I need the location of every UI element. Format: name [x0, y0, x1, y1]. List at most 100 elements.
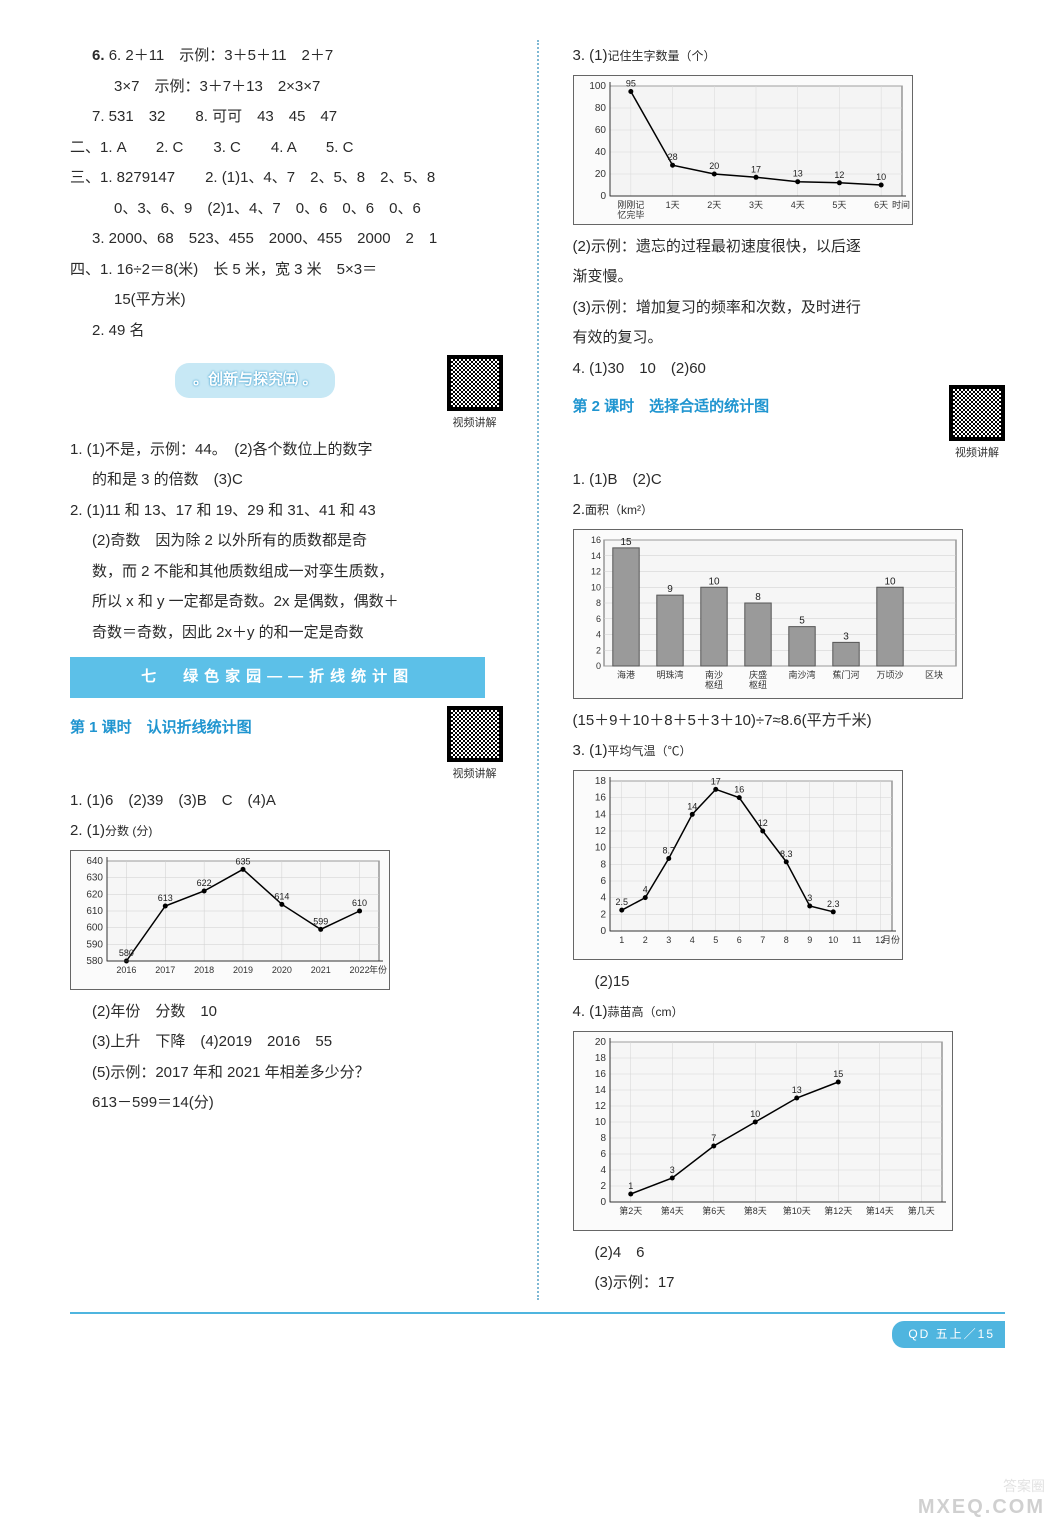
svg-text:第10天: 第10天 — [782, 1205, 810, 1216]
text: (15＋9＋10＋8＋5＋3＋10)÷7≈8.6(平方千米) — [573, 707, 1006, 736]
svg-text:599: 599 — [313, 916, 328, 926]
svg-text:630: 630 — [86, 872, 103, 883]
svg-text:海港: 海港 — [616, 669, 634, 680]
text: 1. (1)B (2)C — [573, 466, 1006, 495]
label: 3. (1) — [573, 742, 608, 759]
svg-text:第几天: 第几天 — [907, 1205, 934, 1216]
svg-text:4: 4 — [689, 935, 694, 945]
svg-text:8: 8 — [783, 935, 788, 945]
text: 4. (1)蒜苗高（cm） — [573, 998, 1006, 1027]
qr-block: 视频讲解 — [447, 706, 503, 785]
svg-text:15: 15 — [620, 537, 632, 548]
svg-text:4天: 4天 — [790, 200, 804, 210]
svg-text:10: 10 — [590, 582, 600, 592]
text: (2)4 6 — [573, 1239, 1006, 1268]
svg-text:第14天: 第14天 — [865, 1205, 893, 1216]
text: 3. (1)记住生字数量（个） — [573, 42, 1006, 71]
page-footer: QD 五上／15 — [70, 1312, 1005, 1349]
svg-text:10: 10 — [708, 576, 720, 587]
footer-badge: QD 五上／15 — [892, 1321, 1005, 1348]
svg-text:区块: 区块 — [924, 669, 942, 680]
memory-line-chart: 020406080100刚刚记忆完毕1天2天3天4天5天6天时间95282017… — [573, 75, 1006, 225]
svg-text:620: 620 — [86, 889, 103, 900]
svg-text:明珠湾: 明珠湾 — [656, 669, 683, 680]
svg-text:17: 17 — [750, 164, 760, 174]
svg-text:600: 600 — [86, 922, 103, 933]
watermark-url: MXEQ.COM — [918, 1488, 1045, 1526]
svg-text:10: 10 — [828, 935, 838, 945]
svg-text:5: 5 — [713, 935, 718, 945]
svg-text:7: 7 — [760, 935, 765, 945]
svg-text:枢纽: 枢纽 — [704, 679, 722, 690]
text: 四、1. 16÷2＝8(米) 长 5 米，宽 3 米 5×3＝ — [70, 256, 503, 285]
svg-text:2: 2 — [600, 909, 606, 920]
svg-text:2.5: 2.5 — [615, 897, 628, 907]
svg-text:8.7: 8.7 — [662, 845, 675, 855]
label: 3. (1) — [573, 47, 608, 64]
svg-text:12: 12 — [594, 826, 606, 837]
svg-text:6天: 6天 — [874, 200, 888, 210]
text: 3. 2000、68 523、455 2000、455 2000 2 1 — [70, 225, 503, 254]
svg-text:3天: 3天 — [748, 200, 762, 210]
svg-text:第12天: 第12天 — [824, 1205, 852, 1216]
text: 二、1. A 2. C 3. C 4. A 5. C — [70, 134, 503, 163]
svg-text:1: 1 — [628, 1181, 633, 1191]
text: 0、3、6、9 (2)1、4、7 0、6 0、6 0、6 — [70, 195, 503, 224]
svg-text:5天: 5天 — [832, 200, 846, 210]
svg-text:28: 28 — [667, 152, 677, 162]
text: 有效的复习。 — [573, 324, 1006, 353]
text: 2. (1)分数 (分) — [70, 817, 503, 846]
svg-text:第4天: 第4天 — [660, 1205, 683, 1216]
label: 2. — [573, 501, 586, 518]
svg-text:635: 635 — [235, 856, 250, 866]
svg-text:9: 9 — [807, 935, 812, 945]
text: 三、1. 8279147 2. (1)1、4、7 2、5、8 2、5、8 — [70, 164, 503, 193]
axis-label: 面积（km²） — [585, 503, 653, 517]
text: 所以 x 和 y 一定都是奇数。2x 是偶数，偶数＋ — [70, 588, 503, 617]
svg-text:2018: 2018 — [194, 965, 214, 975]
svg-text:0: 0 — [600, 191, 606, 202]
right-column: 3. (1)记住生字数量（个） 020406080100刚刚记忆完毕1天2天3天… — [573, 40, 1006, 1300]
svg-text:10: 10 — [594, 843, 606, 854]
svg-text:2天: 2天 — [707, 200, 721, 210]
svg-text:9: 9 — [667, 584, 673, 595]
svg-text:刚刚记: 刚刚记 — [617, 200, 644, 210]
qr-icon — [447, 355, 503, 411]
svg-text:100: 100 — [589, 81, 606, 92]
svg-text:13: 13 — [791, 1085, 801, 1095]
svg-text:95: 95 — [625, 78, 635, 88]
qr-block: 视频讲解 — [949, 385, 1005, 464]
svg-text:2: 2 — [595, 645, 600, 655]
text: (2)示例：遗忘的过程最初速度很快，以后逐 — [573, 233, 1006, 262]
svg-text:年份: 年份 — [369, 964, 387, 975]
text: (3)示例：17 — [573, 1269, 1006, 1298]
svg-text:80: 80 — [594, 103, 606, 114]
axis-label: 分数 (分) — [105, 824, 152, 838]
svg-text:10: 10 — [594, 1117, 606, 1128]
svg-text:2020: 2020 — [272, 965, 292, 975]
svg-text:13: 13 — [792, 168, 802, 178]
svg-text:16: 16 — [594, 1069, 606, 1080]
svg-text:18: 18 — [594, 776, 606, 787]
svg-text:0: 0 — [600, 1197, 606, 1208]
svg-text:6: 6 — [736, 935, 741, 945]
svg-text:南沙湾: 南沙湾 — [788, 669, 815, 680]
lesson-row: 视频讲解 第 1 课时 认识折线统计图 — [70, 706, 503, 747]
svg-text:14: 14 — [594, 809, 606, 820]
svg-text:590: 590 — [86, 939, 103, 950]
seedling-line-chart: 02468101214161820第2天第4天第6天第8天第10天第12天第14… — [573, 1031, 1006, 1231]
svg-text:2021: 2021 — [311, 965, 331, 975]
svg-text:18: 18 — [594, 1053, 606, 1064]
qr-icon — [949, 385, 1005, 441]
chart-svg: 02468101214161820第2天第4天第6天第8天第10天第12天第14… — [573, 1031, 953, 1231]
chart-svg: 024681012141615海港9明珠湾10南沙枢纽8庆盛枢纽5南沙湾3蕉门河… — [573, 529, 963, 699]
svg-text:2: 2 — [600, 1181, 606, 1192]
text: (3)上升 下降 (4)2019 2016 55 — [70, 1028, 503, 1057]
text: 的和是 3 的倍数 (3)C — [70, 466, 503, 495]
svg-text:1: 1 — [619, 935, 624, 945]
svg-text:6: 6 — [600, 1149, 606, 1160]
svg-text:613: 613 — [158, 893, 173, 903]
text: (5)示例：2017 年和 2021 年相差多少分？ — [70, 1059, 503, 1088]
text: 奇数＝奇数，因此 2x＋y 的和一定是奇数 — [70, 619, 503, 648]
svg-text:4: 4 — [600, 893, 606, 904]
